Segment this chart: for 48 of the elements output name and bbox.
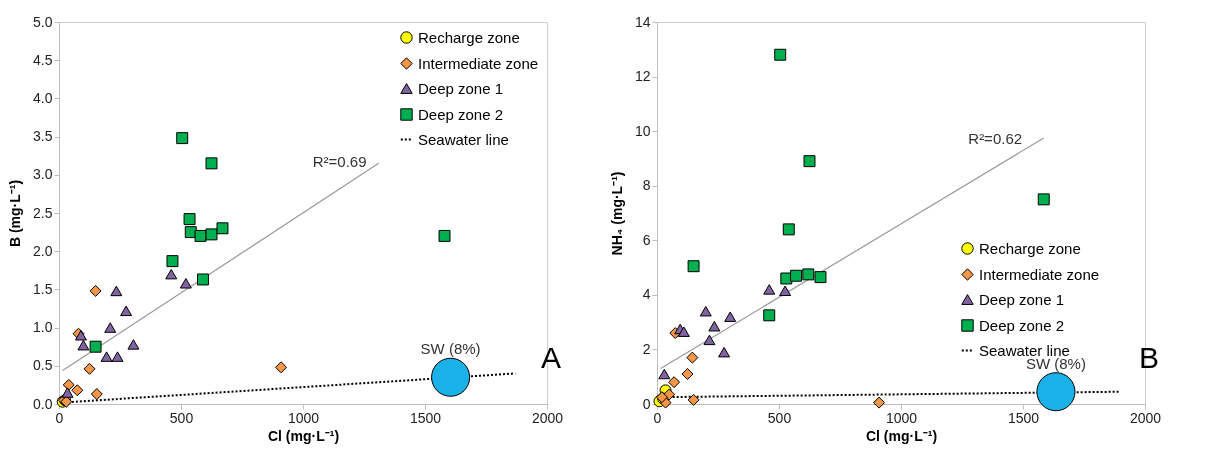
legend-label: Seawater line [418,130,509,148]
x-tick-label: 2000 [531,409,564,426]
y-tick-label: 3.0 [33,166,53,183]
annotation: SW (8%) [420,340,481,358]
legend-label: Deep zone 1 [418,79,504,97]
y-tick-label: 3.5 [33,128,53,145]
y-tick-label: 1.5 [33,280,53,297]
x-tick-label: 0 [653,409,662,426]
y-tick-label: 2 [642,340,651,357]
y-tick-label: 0.5 [33,357,53,374]
annotation: R²=0.69 [312,153,367,171]
y-tick-label: 8 [642,177,651,194]
y-tick-label: 5.0 [33,13,53,30]
x-tick-label: 500 [767,409,792,426]
y-tick-label: 4.0 [33,89,53,106]
annotation: A [540,341,561,374]
legend-label: Deep zone 2 [979,316,1065,334]
y-tick-label: 0 [642,395,651,412]
y-tick-label: 14 [634,13,651,30]
y-tick-label: 4 [642,286,651,303]
x-tick-label: 0 [55,409,64,426]
x-tick-label: 500 [169,409,194,426]
legend-label: Recharge zone [418,28,520,46]
legend-label: Deep zone 1 [979,290,1065,308]
legend-label: Deep zone 2 [418,105,504,123]
annotation: B [1138,341,1159,374]
y-axis-title: NH₄ (mg·L⁻¹) [608,171,625,256]
legend-label: Seawater line [979,341,1070,359]
legend-label: Recharge zone [979,239,1081,257]
x-axis-title: Cl (mg·L⁻¹) [267,427,340,444]
x-tick-label: 1000 [287,409,320,426]
x-tick-label: 1000 [885,409,918,426]
x-tick-label: 1500 [409,409,442,426]
annotation: R²=0.62 [968,130,1023,148]
legend-label: Intermediate zone [418,54,539,72]
y-tick-label: 0.0 [33,395,53,412]
y-tick-label: 2.5 [33,204,53,221]
y-tick-label: 4.5 [33,51,53,68]
legend-label: Intermediate zone [979,265,1100,283]
x-tick-label: 1500 [1007,409,1040,426]
x-tick-label: 2000 [1129,409,1162,426]
y-tick-label: 12 [634,68,651,85]
y-tick-label: 2.0 [33,242,53,259]
y-axis-title: B (mg·L⁻¹) [7,179,24,248]
y-tick-label: 1.0 [33,319,53,336]
y-tick-label: 6 [642,231,651,248]
x-axis-title: Cl (mg·L⁻¹) [865,427,938,444]
y-tick-label: 10 [634,122,651,139]
